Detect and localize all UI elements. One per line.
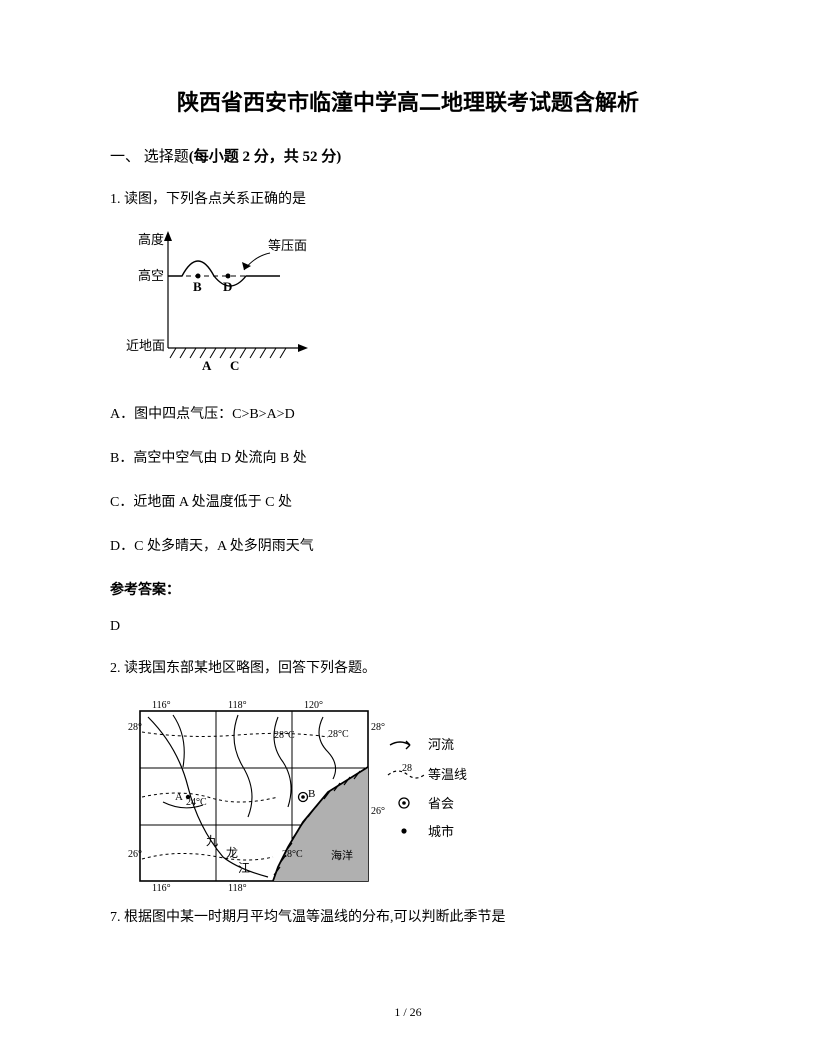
svg-text:116°: 116° (152, 883, 171, 892)
q1-stem: 1. 读图，下列各点关系正确的是 (110, 188, 706, 208)
svg-text:28°: 28° (128, 722, 142, 733)
svg-text:118°: 118° (228, 700, 247, 711)
svg-text:高空: 高空 (138, 268, 164, 283)
svg-text:河流: 河流 (428, 737, 454, 752)
q1-answer: D (110, 619, 706, 635)
page-footer: 1 / 26 (0, 1005, 816, 1020)
svg-text:江: 江 (238, 861, 250, 875)
svg-text:等压面: 等压面 (268, 238, 307, 253)
section-scoring: (每小题 2 分，共 52 分) (189, 149, 342, 165)
section-prefix: 一、 选择题 (110, 149, 189, 165)
svg-text:省会: 省会 (428, 796, 454, 811)
section-header: 一、 选择题(每小题 2 分，共 52 分) (110, 145, 706, 166)
q1-opt-d: D．C 处多晴天，A 处多阴雨天气 (110, 535, 706, 555)
svg-text:等温线: 等温线 (428, 767, 467, 782)
svg-text:C: C (230, 358, 239, 373)
q2-stem: 2. 读我国东部某地区略图，回答下列各题。 (110, 657, 706, 677)
svg-text:九: 九 (206, 834, 218, 848)
svg-text:A: A (202, 358, 212, 373)
svg-text:28°C: 28°C (282, 849, 303, 860)
svg-text:海洋: 海洋 (331, 848, 353, 862)
page-title: 陕西省西安市临潼中学高二地理联考试题含解析 (110, 85, 706, 117)
svg-text:26°: 26° (128, 849, 142, 860)
svg-text:城市: 城市 (428, 824, 454, 839)
svg-text:龙: 龙 (226, 846, 238, 860)
svg-text:24°C: 24°C (186, 797, 207, 808)
q1-opt-a: A．图中四点气压：C>B>A>D (110, 403, 706, 423)
svg-text:A: A (175, 791, 183, 803)
svg-text:28°C: 28°C (274, 730, 295, 741)
svg-text:近地面: 近地面 (126, 338, 165, 353)
svg-text:B: B (308, 788, 315, 800)
q1-opt-b: B．高空中空气由 D 处流向 B 处 (110, 447, 706, 467)
svg-text:D: D (223, 279, 232, 294)
q1-answer-label: 参考答案： (110, 579, 706, 599)
svg-text:118°: 118° (228, 883, 247, 892)
q2-map: 116° 118° 120° 116° 118° 28° 28° 26° 26°… (128, 697, 468, 892)
q1-diagram: 高度 高空 近地面 等压面 B D A C (120, 228, 310, 373)
svg-text:26°: 26° (371, 806, 385, 817)
q2-sub: 7. 根据图中某一时期月平均气温等温线的分布,可以判断此季节是 (110, 906, 706, 926)
svg-text:120°: 120° (304, 700, 323, 711)
svg-text:28°: 28° (371, 722, 385, 733)
svg-text:116°: 116° (152, 700, 171, 711)
svg-text:28°C: 28°C (328, 729, 349, 740)
q1-opt-c: C．近地面 A 处温度低于 C 处 (110, 491, 706, 511)
svg-text:B: B (193, 279, 202, 294)
svg-text:28: 28 (402, 763, 412, 774)
svg-text:高度: 高度 (138, 232, 164, 247)
